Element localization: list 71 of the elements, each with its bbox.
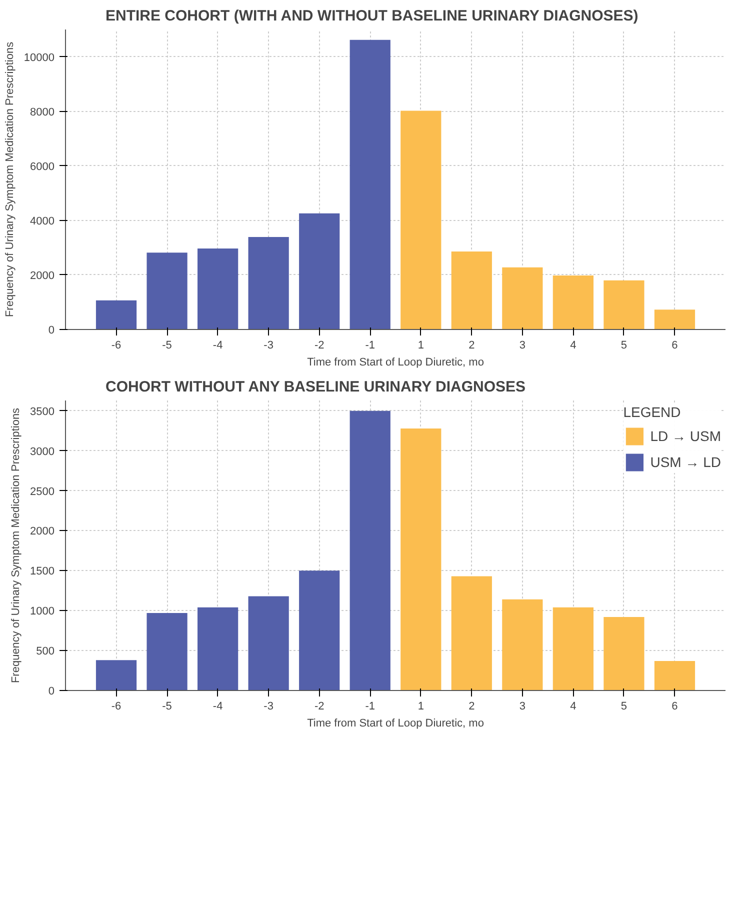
- bar: [552, 607, 594, 690]
- bar: [400, 428, 442, 690]
- y-tick-label: 2000: [30, 526, 55, 538]
- x-axis-title: Time from Start of Loop Diuretic, mo: [307, 718, 484, 730]
- x-tick-label: 4: [570, 340, 576, 352]
- y-axis-title: Frequency of Urinary Symptom Medication Prescriptions: [4, 41, 16, 318]
- bar: [604, 280, 644, 330]
- chart-title: ENTIRE COHORT (WITH AND WITHOUT BASELINE URINARY DIAGNOSES): [106, 8, 638, 24]
- legend-label: USM → LD: [650, 454, 721, 470]
- bar: [502, 267, 543, 330]
- bar: [96, 660, 137, 690]
- x-tick-label: -4: [212, 340, 223, 352]
- y-tick-label: 1000: [30, 606, 55, 618]
- x-tick-label: 5: [620, 340, 628, 352]
- y-tick-label: 3500: [30, 406, 55, 418]
- bar: [451, 252, 492, 330]
- x-tick-label: -6: [111, 340, 122, 352]
- y-tick-label: 0: [48, 686, 55, 698]
- y-axis-title: Frequency of Urinary Symptom Medication Prescriptions: [10, 407, 22, 684]
- chart-title: COHORT WITHOUT ANY BASELINE URINARY DIAGNOSES: [106, 378, 526, 396]
- x-tick-label: 2: [468, 700, 475, 712]
- bar: [248, 596, 289, 690]
- bar: [299, 570, 340, 690]
- x-axis-title: Time from Start of Loop Diuretic, mo: [307, 356, 484, 368]
- y-tick-label: 2500: [30, 486, 55, 498]
- bar: [654, 310, 696, 330]
- x-tick-label: -5: [162, 700, 172, 712]
- bar: [299, 213, 340, 330]
- x-tick-label: -6: [111, 700, 122, 712]
- bar: [146, 252, 188, 330]
- bar: [654, 660, 696, 690]
- bar: [502, 599, 543, 690]
- y-tick-label: 2000: [30, 270, 55, 282]
- legend-title: LEGEND: [623, 404, 682, 420]
- y-tick-label: 0: [48, 324, 55, 336]
- bar: [198, 607, 238, 690]
- x-tick-label: 3: [519, 700, 526, 712]
- bar: [198, 248, 238, 330]
- x-tick-label: -5: [162, 340, 172, 352]
- x-tick-label: 1: [418, 700, 424, 712]
- x-tick-label: 6: [672, 700, 678, 712]
- x-tick-label: -3: [264, 700, 274, 712]
- x-tick-label: 5: [620, 700, 628, 712]
- x-tick-label: -4: [212, 700, 223, 712]
- y-tick-label: 10000: [24, 52, 55, 64]
- bar: [146, 613, 188, 690]
- y-tick-label: 4000: [30, 215, 55, 228]
- y-tick-label: 3000: [30, 446, 55, 458]
- x-tick-label: -2: [314, 340, 324, 352]
- x-tick-label: 6: [672, 340, 678, 352]
- x-tick-label: -1: [365, 340, 376, 352]
- bar: [400, 110, 442, 330]
- x-tick-label: -2: [314, 700, 324, 712]
- bar: [96, 300, 137, 330]
- bar: [604, 617, 644, 690]
- y-tick-label: 6000: [30, 160, 55, 173]
- y-tick-label: 8000: [30, 106, 55, 118]
- bar: [552, 276, 594, 330]
- x-tick-label: 4: [570, 700, 576, 712]
- x-tick-label: 2: [468, 340, 475, 352]
- legend-label: LD → USM: [650, 428, 721, 444]
- x-tick-label: -1: [365, 700, 376, 712]
- x-tick-label: 3: [519, 340, 526, 352]
- bar: [451, 576, 492, 690]
- bar: [248, 237, 289, 330]
- bar: [350, 40, 390, 330]
- bar: [350, 410, 390, 690]
- x-tick-label: 1: [418, 340, 424, 352]
- y-tick-label: 1500: [30, 566, 55, 578]
- y-tick-label: 500: [36, 646, 55, 658]
- x-tick-label: -3: [264, 340, 274, 352]
